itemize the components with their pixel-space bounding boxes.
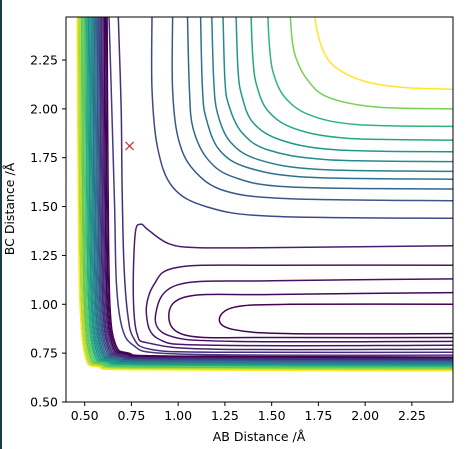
x-axis-ticks: 0.50 0.75 1.00 1.25 1.50 1.75 2.00 2.25 — [71, 402, 426, 423]
y-tick-label-7: 2.25 — [30, 52, 58, 67]
contour-level-10 — [186, 17, 453, 190]
x-tick-label-2: 1.00 — [164, 408, 192, 423]
y-tick-label-4: 1.50 — [30, 199, 58, 214]
x-tick-label-0: 0.50 — [71, 408, 99, 423]
window-edge — [0, 0, 2, 449]
contour-level-12 — [211, 17, 453, 173]
contour-level-6 — [117, 17, 453, 354]
contour-level-11 — [199, 17, 453, 180]
marker-layer — [125, 141, 134, 151]
contour-level-9 — [171, 17, 453, 202]
x-axis-label: AB Distance /Å — [213, 429, 306, 444]
contour-level-8 — [150, 17, 453, 220]
plot-background — [66, 17, 453, 402]
y-tick-label-3: 1.25 — [30, 248, 58, 263]
y-tick-label-5: 1.75 — [30, 150, 58, 165]
y-axis-ticks: 0.50 0.75 1.00 1.25 1.50 1.75 2.00 2.25 — [30, 52, 66, 410]
contour-level-15 — [250, 17, 453, 141]
contour-level-16 — [267, 17, 453, 128]
y-tick-label-0: 0.50 — [30, 395, 58, 410]
contour-level-5 — [132, 223, 453, 351]
contour-level-17 — [289, 17, 453, 110]
contour-level-2 — [168, 291, 453, 339]
contour-level-4 — [145, 264, 453, 347]
y-tick-label-6: 2.00 — [30, 101, 58, 116]
x-tick-label-6: 2.00 — [351, 408, 379, 423]
contour-level-18 — [313, 17, 453, 91]
y-tick-label-2: 1.00 — [30, 297, 58, 312]
contour-level-7 — [108, 17, 453, 356]
x-tick-label-3: 1.25 — [211, 408, 239, 423]
repulsive-wall-contours — [76, 17, 453, 372]
contour-level-13 — [222, 17, 453, 163]
x-tick-label-7: 2.25 — [398, 408, 426, 423]
x-tick-label-1: 0.75 — [118, 408, 146, 423]
x-tick-label-4: 1.50 — [258, 408, 286, 423]
y-axis-label: BC Distance /Å — [2, 162, 17, 255]
y-tick-label-1: 0.75 — [30, 346, 58, 361]
contour-level-14 — [235, 17, 453, 153]
contour-lines — [108, 17, 453, 356]
plot-frame — [65, 16, 454, 403]
contour-level-1 — [218, 303, 453, 335]
wall-contour-22 — [76, 17, 453, 372]
x-marker — [125, 141, 134, 151]
x-tick-label-5: 1.75 — [304, 408, 332, 423]
contour-level-3 — [154, 278, 453, 343]
